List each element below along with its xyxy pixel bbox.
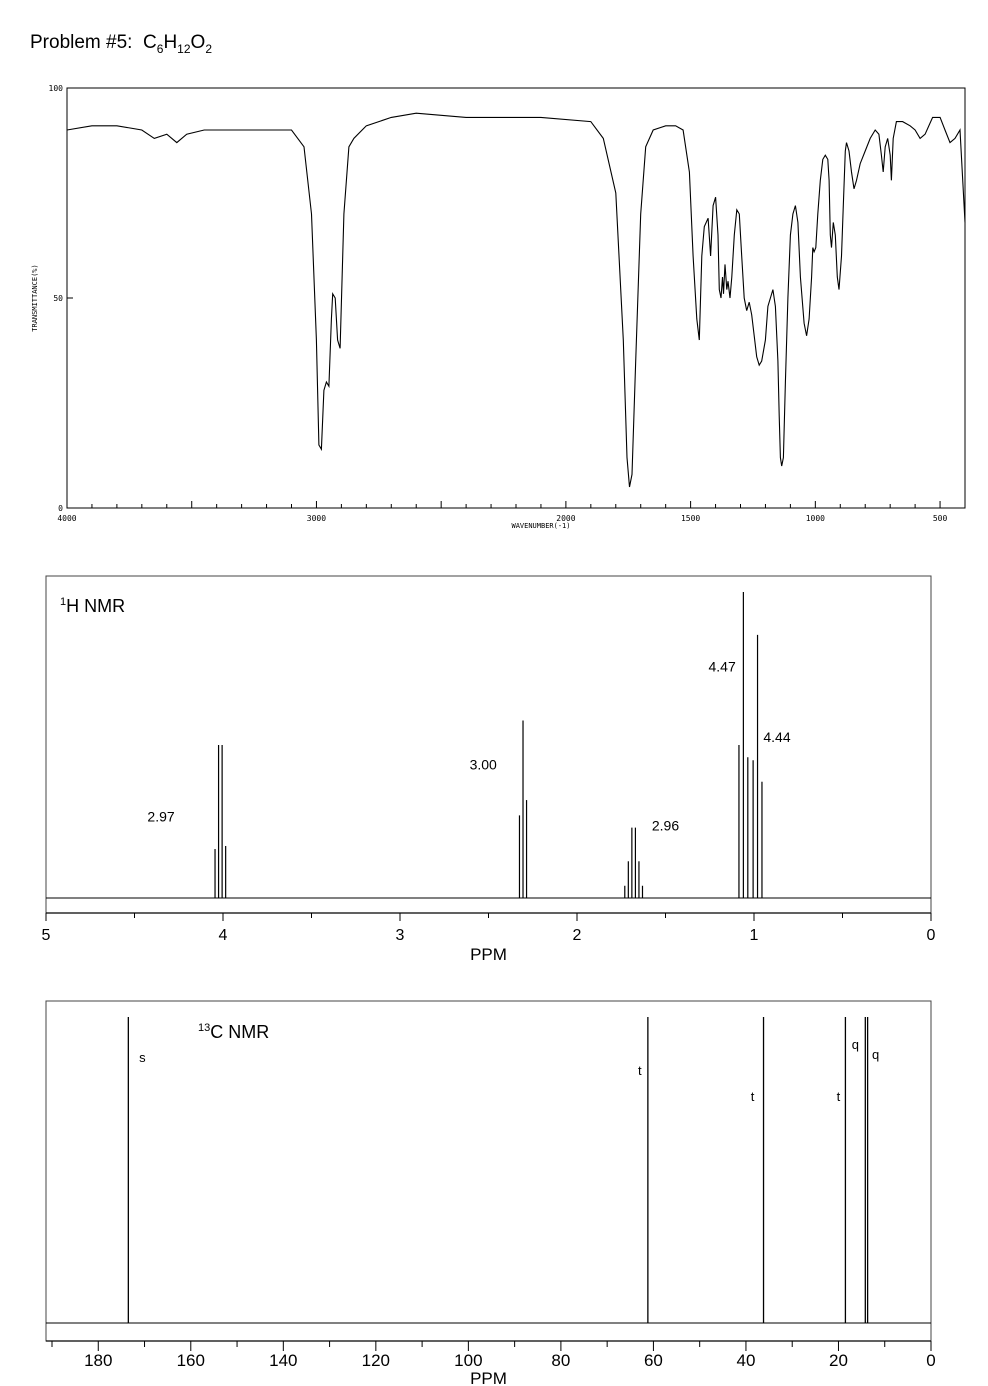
h-nmr-frame [45,575,932,914]
h-nmr-integration-label: 3.00 [470,756,497,772]
molecular-formula: C6H12O2 [143,32,212,56]
ir-y-tick-label: 50 [53,294,63,303]
ir-x-tick-label: 1500 [681,514,700,523]
c-nmr-frame [45,1000,932,1342]
h-nmr-integration-label: 4.44 [763,729,790,745]
h-nmr-x-tick-label: 4 [219,927,228,944]
ir-x-tick-label: 4000 [57,514,76,523]
c-nmr-multiplicity-label: q [872,1047,879,1062]
ir-y-tick-label: 0 [58,504,63,513]
problem-title: Problem #5: C6H12O2 [30,32,212,56]
c-nmr-x-tick-label: 0 [926,1351,935,1370]
ir-x-tick-label: 500 [933,514,948,523]
problem-label: Problem #5: [30,32,133,53]
c-nmr-multiplicity-label: s [139,1050,146,1065]
c-nmr-title: 13C NMR [198,1022,269,1042]
ir-trace [66,112,966,488]
ir-frame [66,87,966,509]
h-nmr-integration-label: 2.97 [147,809,174,825]
c-nmr-x-tick-label: 160 [177,1351,205,1370]
ir-x-tick-label: 3000 [307,514,326,523]
ir-x-tick-label: 1000 [806,514,825,523]
c-nmr-x-tick-label: 20 [829,1351,848,1370]
ir-x-tick-label: 2000 [556,514,575,523]
c-nmr-title-superscript: 13 [198,1022,210,1034]
h-nmr-x-tick-label: 2 [573,927,582,944]
c-nmr-x-axis-label: PPM [470,1369,507,1386]
ir-x-axis-label: WAVENUMBER(-1) [511,522,570,530]
h-nmr-title: 1H NMR [60,596,125,616]
h-nmr-x-tick-label: 5 [42,927,51,944]
h-nmr-integration-label: 4.47 [709,659,736,675]
c-nmr-x-tick-label: 120 [362,1351,390,1370]
h-nmr-x-tick-label: 0 [927,927,936,944]
h-nmr-x-axis-label: PPM [470,945,507,964]
c-nmr-title-text: C NMR [210,1022,269,1042]
formula-element: C [143,32,157,53]
formula-element: H [163,32,178,53]
h-nmr-x-tick-label: 3 [396,927,405,944]
h-nmr-integration-label: 2.96 [652,818,679,834]
c-nmr-x-tick-label: 100 [454,1351,482,1370]
formula-element: O [190,32,206,53]
h-nmr-title-text: H NMR [66,596,125,616]
formula-subscript: 6 [156,41,164,56]
ir-y-tick-label: 100 [49,84,64,93]
c-nmr-multiplicity-label: q [852,1037,859,1052]
formula-subscript: 12 [177,41,191,56]
c-nmr-x-tick-label: 40 [736,1351,755,1370]
formula-subscript: 2 [205,41,212,56]
h-nmr-title-superscript: 1 [60,596,66,608]
c-nmr-x-tick-label: 180 [84,1351,112,1370]
c-nmr-x-tick-label: 80 [551,1351,570,1370]
c-nmr-multiplicity-label: t [638,1063,642,1078]
c-nmr-x-tick-label: 140 [269,1351,297,1370]
c-nmr-multiplicity-label: t [837,1089,841,1104]
c-nmr-x-tick-label: 60 [644,1351,663,1370]
c-nmr-multiplicity-label: t [751,1089,755,1104]
ir-y-axis-label: TRANSMITTANCE(%) [31,264,39,331]
h-nmr-x-tick-label: 1 [750,927,759,944]
